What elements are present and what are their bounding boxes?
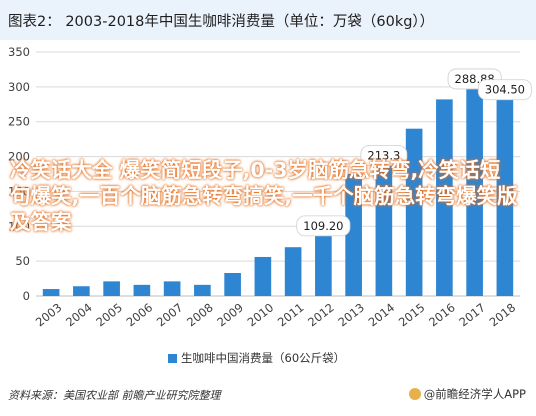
title-bar: 图表2： 2003-2018年中国生咖啡消费量（单位：万袋（60kg）） [0,0,536,40]
bar [496,83,514,296]
x-tick-label: 2009 [214,300,246,329]
publisher-logo: @前瞻经济学人APP [408,386,526,402]
bar [194,284,211,296]
x-tick-label: 2010 [245,300,277,329]
data-label: 213.3 [367,149,400,163]
bar [375,149,393,296]
y-tick-label: 100 [8,219,30,233]
x-tick-label: 2012 [305,300,337,329]
y-tick-label: 0 [23,289,30,303]
logo-text: @前瞻经济学人APP [423,387,526,401]
bar [466,72,483,296]
x-tick-label: 2015 [396,300,428,329]
bar [133,284,151,296]
bar-chart: 0501001502002503003502003200420052006200… [8,45,532,365]
x-tick-label: 2004 [63,300,95,329]
source-note: 资料来源：美国农业部 前瞻产业研究院整理 [8,389,221,402]
bar [163,281,181,296]
legend-swatch [168,354,177,363]
y-tick-label: 50 [15,254,30,268]
data-label-box [296,215,351,237]
bar [345,174,362,296]
bar [73,286,90,296]
x-tick-label: 2007 [154,300,186,329]
chart-title: 图表2： 2003-2018年中国生咖啡消费量（单位：万袋（60kg）） [8,14,435,30]
y-tick-label: 350 [8,45,30,59]
overlay-caption: 冷笑话大全 爆笑简短段子,0-3岁脑筋急转弯,冷笑话短句爆笑,一百个脑筋急转弯搞… [10,158,518,234]
y-tick-label: 200 [8,150,30,164]
bar [284,247,302,296]
x-tick-label: 2008 [184,300,216,329]
bar [436,99,453,296]
x-tick-label: 2003 [33,300,65,329]
bar [315,219,332,296]
y-tick-label: 250 [8,115,30,129]
bar [405,128,423,296]
x-tick-label: 2013 [335,300,367,329]
data-label: 304.50 [485,83,525,97]
data-label-box [477,79,532,101]
bar [254,256,272,296]
x-tick-label: 2017 [456,300,488,329]
x-tick-label: 2005 [93,300,125,329]
bar [103,281,120,296]
x-tick-label: 2016 [426,300,458,329]
legend-label: 生咖啡中国消费量（60公斤袋） [181,351,345,365]
x-tick-label: 2011 [275,300,307,329]
bar [224,272,241,296]
y-tick-label: 300 [8,80,30,94]
y-tick-label: 150 [8,184,30,198]
logo-icon [408,388,421,400]
x-tick-label: 2006 [124,300,156,329]
bar [42,289,60,296]
data-label-box [360,145,408,166]
data-label: 109.20 [303,219,343,233]
x-tick-label: 2014 [366,300,398,329]
x-tick-label: 2018 [487,300,519,329]
